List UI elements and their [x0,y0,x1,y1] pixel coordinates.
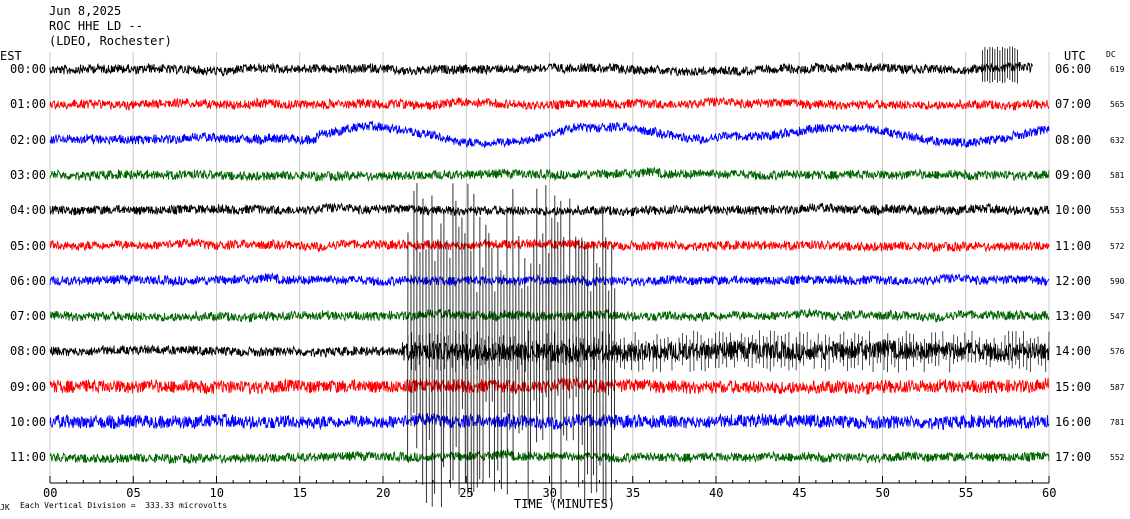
time-axis [49,476,1050,484]
scale-footer: Each Vertical Division = 333.33 microvol… [20,501,228,510]
trace-row-0700 [50,307,1050,324]
est-hour-label: 03:00 [10,167,47,182]
est-hour-label: 02:00 [10,132,47,147]
dc-offset-label: 576 [1110,347,1125,357]
network-name: (LDEO, Rochester) [49,34,172,48]
x-tick-label: 55 [958,486,974,500]
earthquake-spikes [407,46,1050,507]
x-tick-label: 45 [792,486,807,500]
trace-row-0300 [49,166,1050,183]
dc-offset-label: 547 [1110,312,1125,322]
est-hour-label: 06:00 [10,273,47,288]
utc-hour-label: 10:00 [1055,203,1092,218]
est-hour-label: 04:00 [10,203,47,218]
dc-offset-label: 590 [1110,276,1125,286]
dc-offset-label: 552 [1110,453,1125,463]
dc-offset-label: 587 [1110,382,1125,392]
x-tick-label: 00 [43,486,58,500]
trace-row-0600 [49,272,1050,288]
dc-column-label: DC [1106,50,1116,59]
dc-offset-label: 565 [1110,100,1125,110]
utc-hour-label: 11:00 [1055,238,1092,253]
est-hour-label: 01:00 [10,97,47,112]
trace-row-1100 [49,448,1050,465]
est-zone-label: EST [0,49,22,63]
chart-date: Jun 8,2025 [49,4,122,18]
x-tick-label: 40 [709,486,724,500]
x-tick-label: 30 [542,486,557,500]
utc-hour-label: 14:00 [1055,344,1092,359]
est-hour-label: 05:00 [10,238,47,253]
trace-row-0200 [49,120,1050,149]
dc-offset-label: 781 [1110,418,1125,427]
x-tick-label: 20 [376,486,391,500]
trace-row-0800 [49,339,1050,363]
x-tick-label: 25 [459,486,474,500]
trace-row-0500 [49,237,1050,253]
station-id: ROC HHE LD -- [49,19,143,33]
trace-row-0000 [49,61,1033,77]
est-hour-label: 11:00 [10,450,47,465]
x-axis-label: TIME (MINUTES) [514,497,616,511]
trace-row-0900 [49,376,1050,396]
dc-offset-label: 581 [1110,170,1125,180]
utc-hour-label: 16:00 [1055,415,1092,429]
utc-hour-label: 13:00 [1055,309,1092,324]
trace-row-1000 [49,412,1050,431]
est-hour-label: 10:00 [10,415,47,429]
x-tick-label: 05 [126,486,141,500]
utc-hour-label: 12:00 [1055,273,1092,288]
utc-hour-label: 07:00 [1055,97,1092,112]
seismic-traces [49,46,1050,507]
dc-offset-label: 572 [1110,241,1125,251]
est-hour-label: 09:00 [10,379,47,394]
est-hour-label: 08:00 [10,344,47,359]
dc-offset-label: 632 [1110,135,1125,145]
utc-hour-label: 08:00 [1055,132,1092,147]
utc-hour-label: 09:00 [1055,167,1092,182]
trace-row-0100 [49,96,1050,112]
corner-mark: JK [0,503,10,512]
dc-offset-label: 619 [1110,65,1125,74]
dc-offset-label: 553 [1110,206,1125,216]
x-tick-label: 35 [625,486,641,500]
est-hour-label: 00:00 [10,62,47,76]
x-tick-label: 50 [875,486,890,500]
x-tick-label: 15 [292,486,308,500]
minute-gridlines [49,52,1050,483]
est-hour-label: 07:00 [10,309,47,324]
x-tick-label: 60 [1042,486,1057,500]
utc-hour-label: 17:00 [1055,450,1092,465]
utc-hour-label: 15:00 [1055,379,1092,394]
trace-row-0400 [49,202,1050,217]
x-tick-label: 10 [209,486,224,500]
utc-hour-label: 06:00 [1055,62,1092,76]
utc-zone-label: UTC [1064,49,1086,63]
